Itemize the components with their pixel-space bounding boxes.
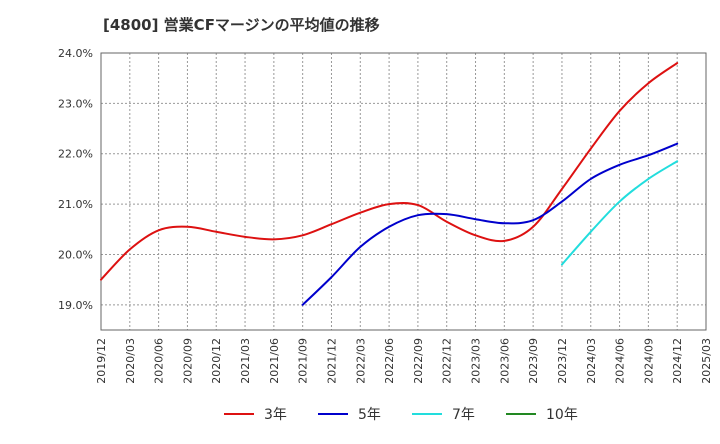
legend-label: 3年: [264, 407, 287, 423]
x-tick-label: 2025/03: [700, 338, 713, 384]
legend-label: 10年: [546, 407, 578, 423]
x-tick-label: 2019/12: [95, 338, 108, 384]
x-tick-label: 2021/12: [325, 338, 338, 384]
y-tick-label: 22.0%: [58, 148, 93, 161]
x-tick-label: 2022/03: [354, 338, 367, 384]
x-tick-label: 2024/12: [671, 338, 684, 384]
legend: 3年 5年 7年 10年: [224, 407, 578, 423]
x-tick-label: 2020/06: [153, 338, 166, 384]
series-line-1: [301, 142, 679, 306]
x-tick-label: 2024/09: [642, 338, 655, 384]
x-tick-label: 2023/03: [470, 338, 483, 384]
x-axis: 2019/12 2020/03 2020/06 2020/09 2020/12 2021/…: [95, 338, 713, 384]
x-tick-label: 2020/03: [124, 338, 137, 384]
series-line-2: [560, 160, 679, 266]
grid: [100, 52, 707, 330]
y-tick-label: 19.0%: [58, 299, 93, 312]
x-tick-label: 2021/09: [297, 338, 310, 384]
x-tick-label: 2021/06: [268, 338, 281, 384]
chart-title: [4800] 営業CFマージンの平均値の推移: [103, 16, 380, 34]
x-tick-label: 2024/06: [614, 338, 627, 384]
series-line-0: [100, 62, 679, 281]
legend-label: 7年: [452, 407, 475, 423]
x-tick-label: 2023/06: [498, 338, 511, 384]
x-tick-label: 2020/09: [181, 338, 194, 384]
y-tick-label: 23.0%: [58, 97, 93, 110]
x-tick-label: 2023/12: [556, 338, 569, 384]
x-tick-label: 2022/12: [441, 338, 454, 384]
y-tick-label: 20.0%: [58, 248, 93, 261]
x-tick-label: 2020/12: [210, 338, 223, 384]
x-tick-label: 2021/03: [239, 338, 252, 384]
x-tick-label: 2022/09: [412, 338, 425, 384]
series-lines: [100, 62, 679, 306]
x-tick-label: 2024/03: [585, 338, 598, 384]
plot-area: [100, 52, 707, 331]
x-tick-label: 2022/06: [383, 338, 396, 384]
legend-label: 5年: [358, 407, 381, 423]
y-tick-label: 24.0%: [58, 47, 93, 60]
y-tick-label: 21.0%: [58, 198, 93, 211]
x-tick-label: 2023/09: [527, 338, 540, 384]
y-axis: 19.0% 20.0% 21.0% 22.0% 23.0% 24.0%: [58, 47, 93, 312]
